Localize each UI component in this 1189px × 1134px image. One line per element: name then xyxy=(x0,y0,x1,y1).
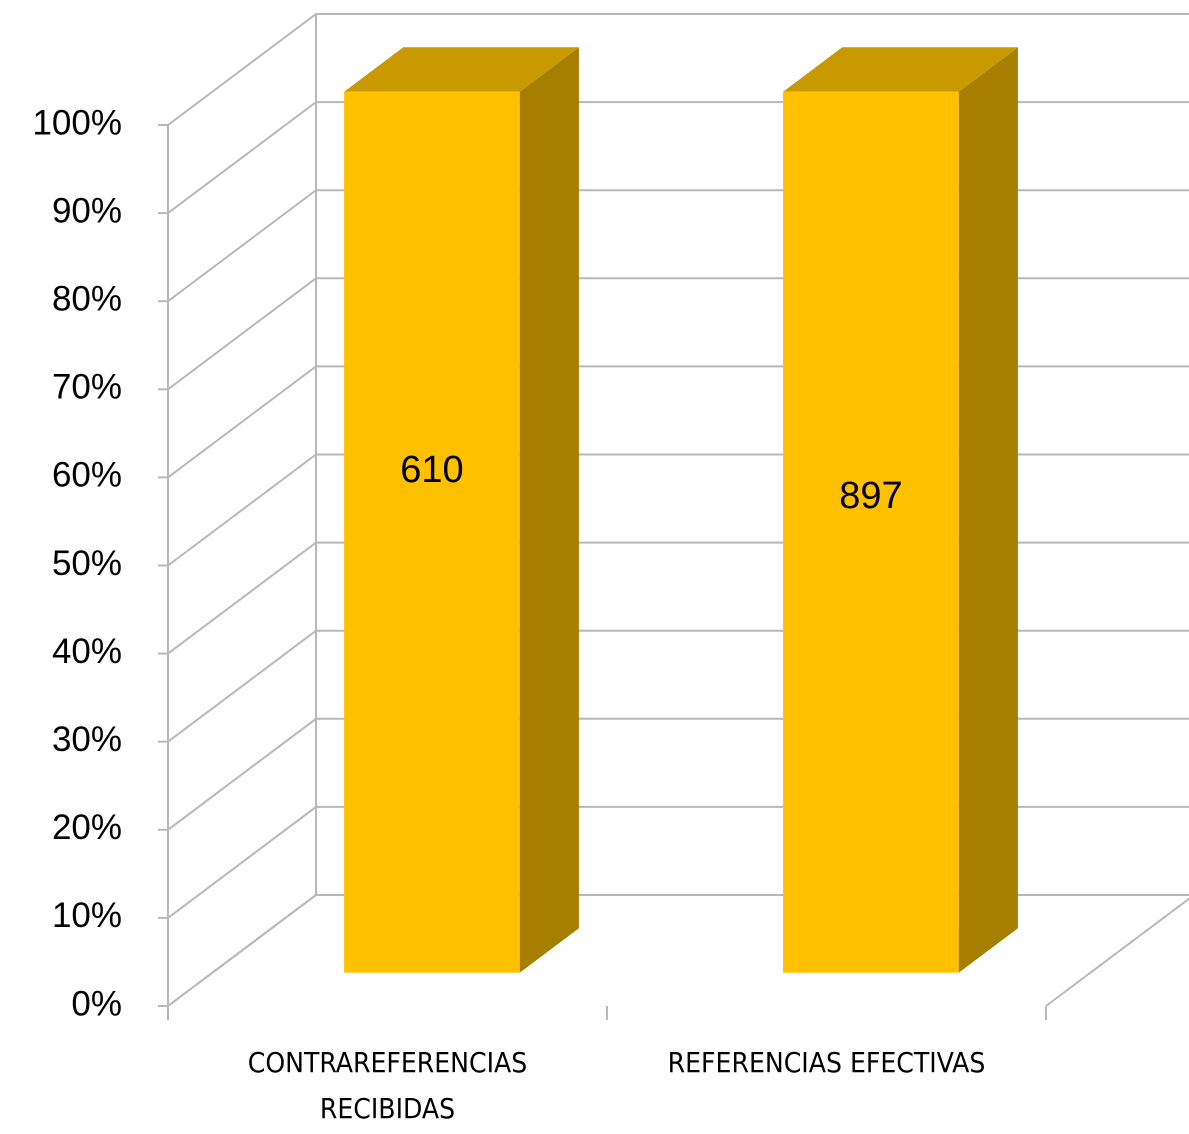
grid-line xyxy=(167,13,1189,126)
grid-line xyxy=(167,717,1189,831)
bar xyxy=(344,47,579,973)
y-tick-label: 80% xyxy=(52,279,122,318)
bar-side xyxy=(519,47,579,973)
bar xyxy=(783,47,1018,973)
grid-line xyxy=(167,541,1189,655)
bar-face xyxy=(344,91,520,973)
bar-side xyxy=(958,47,1018,973)
bar-face xyxy=(783,91,959,973)
y-tick-label: 30% xyxy=(52,720,122,759)
y-tick-label: 50% xyxy=(52,544,122,583)
grid-line xyxy=(167,101,1189,214)
grid-line xyxy=(167,629,1189,743)
grid-line xyxy=(167,365,1189,479)
grid-line xyxy=(167,189,1189,303)
y-tick-label: 20% xyxy=(52,808,122,847)
y-tick-label: 60% xyxy=(52,456,122,495)
grid-line xyxy=(167,277,1189,391)
y-tick-label: 0% xyxy=(71,984,122,1023)
value-label: 897 xyxy=(839,475,902,517)
x-tick-label: CONTRAREFERENCIAS RECIBIDAS xyxy=(247,1046,528,1125)
grid-line xyxy=(167,894,1189,1007)
floor xyxy=(167,894,1189,1007)
y-tick-label: 40% xyxy=(52,632,122,671)
y-tick-label: 10% xyxy=(52,896,122,935)
bar-top xyxy=(344,47,579,92)
grid-line xyxy=(167,453,1189,567)
grid-line xyxy=(167,805,1189,919)
y-tick-label: 70% xyxy=(52,368,122,407)
value-label: 610 xyxy=(400,449,463,491)
y-tick-label: 90% xyxy=(52,191,122,230)
bar-top xyxy=(783,47,1018,92)
y-tick-label: 100% xyxy=(32,103,122,142)
x-tick-label: REFERENCIAS EFECTIVAS xyxy=(667,1046,986,1079)
